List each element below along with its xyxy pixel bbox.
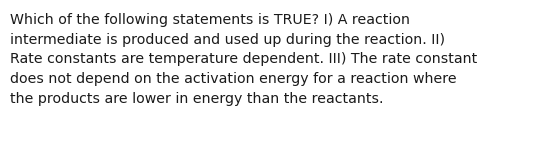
Text: Which of the following statements is TRUE? I) A reaction
intermediate is produce: Which of the following statements is TRU… bbox=[10, 13, 477, 106]
